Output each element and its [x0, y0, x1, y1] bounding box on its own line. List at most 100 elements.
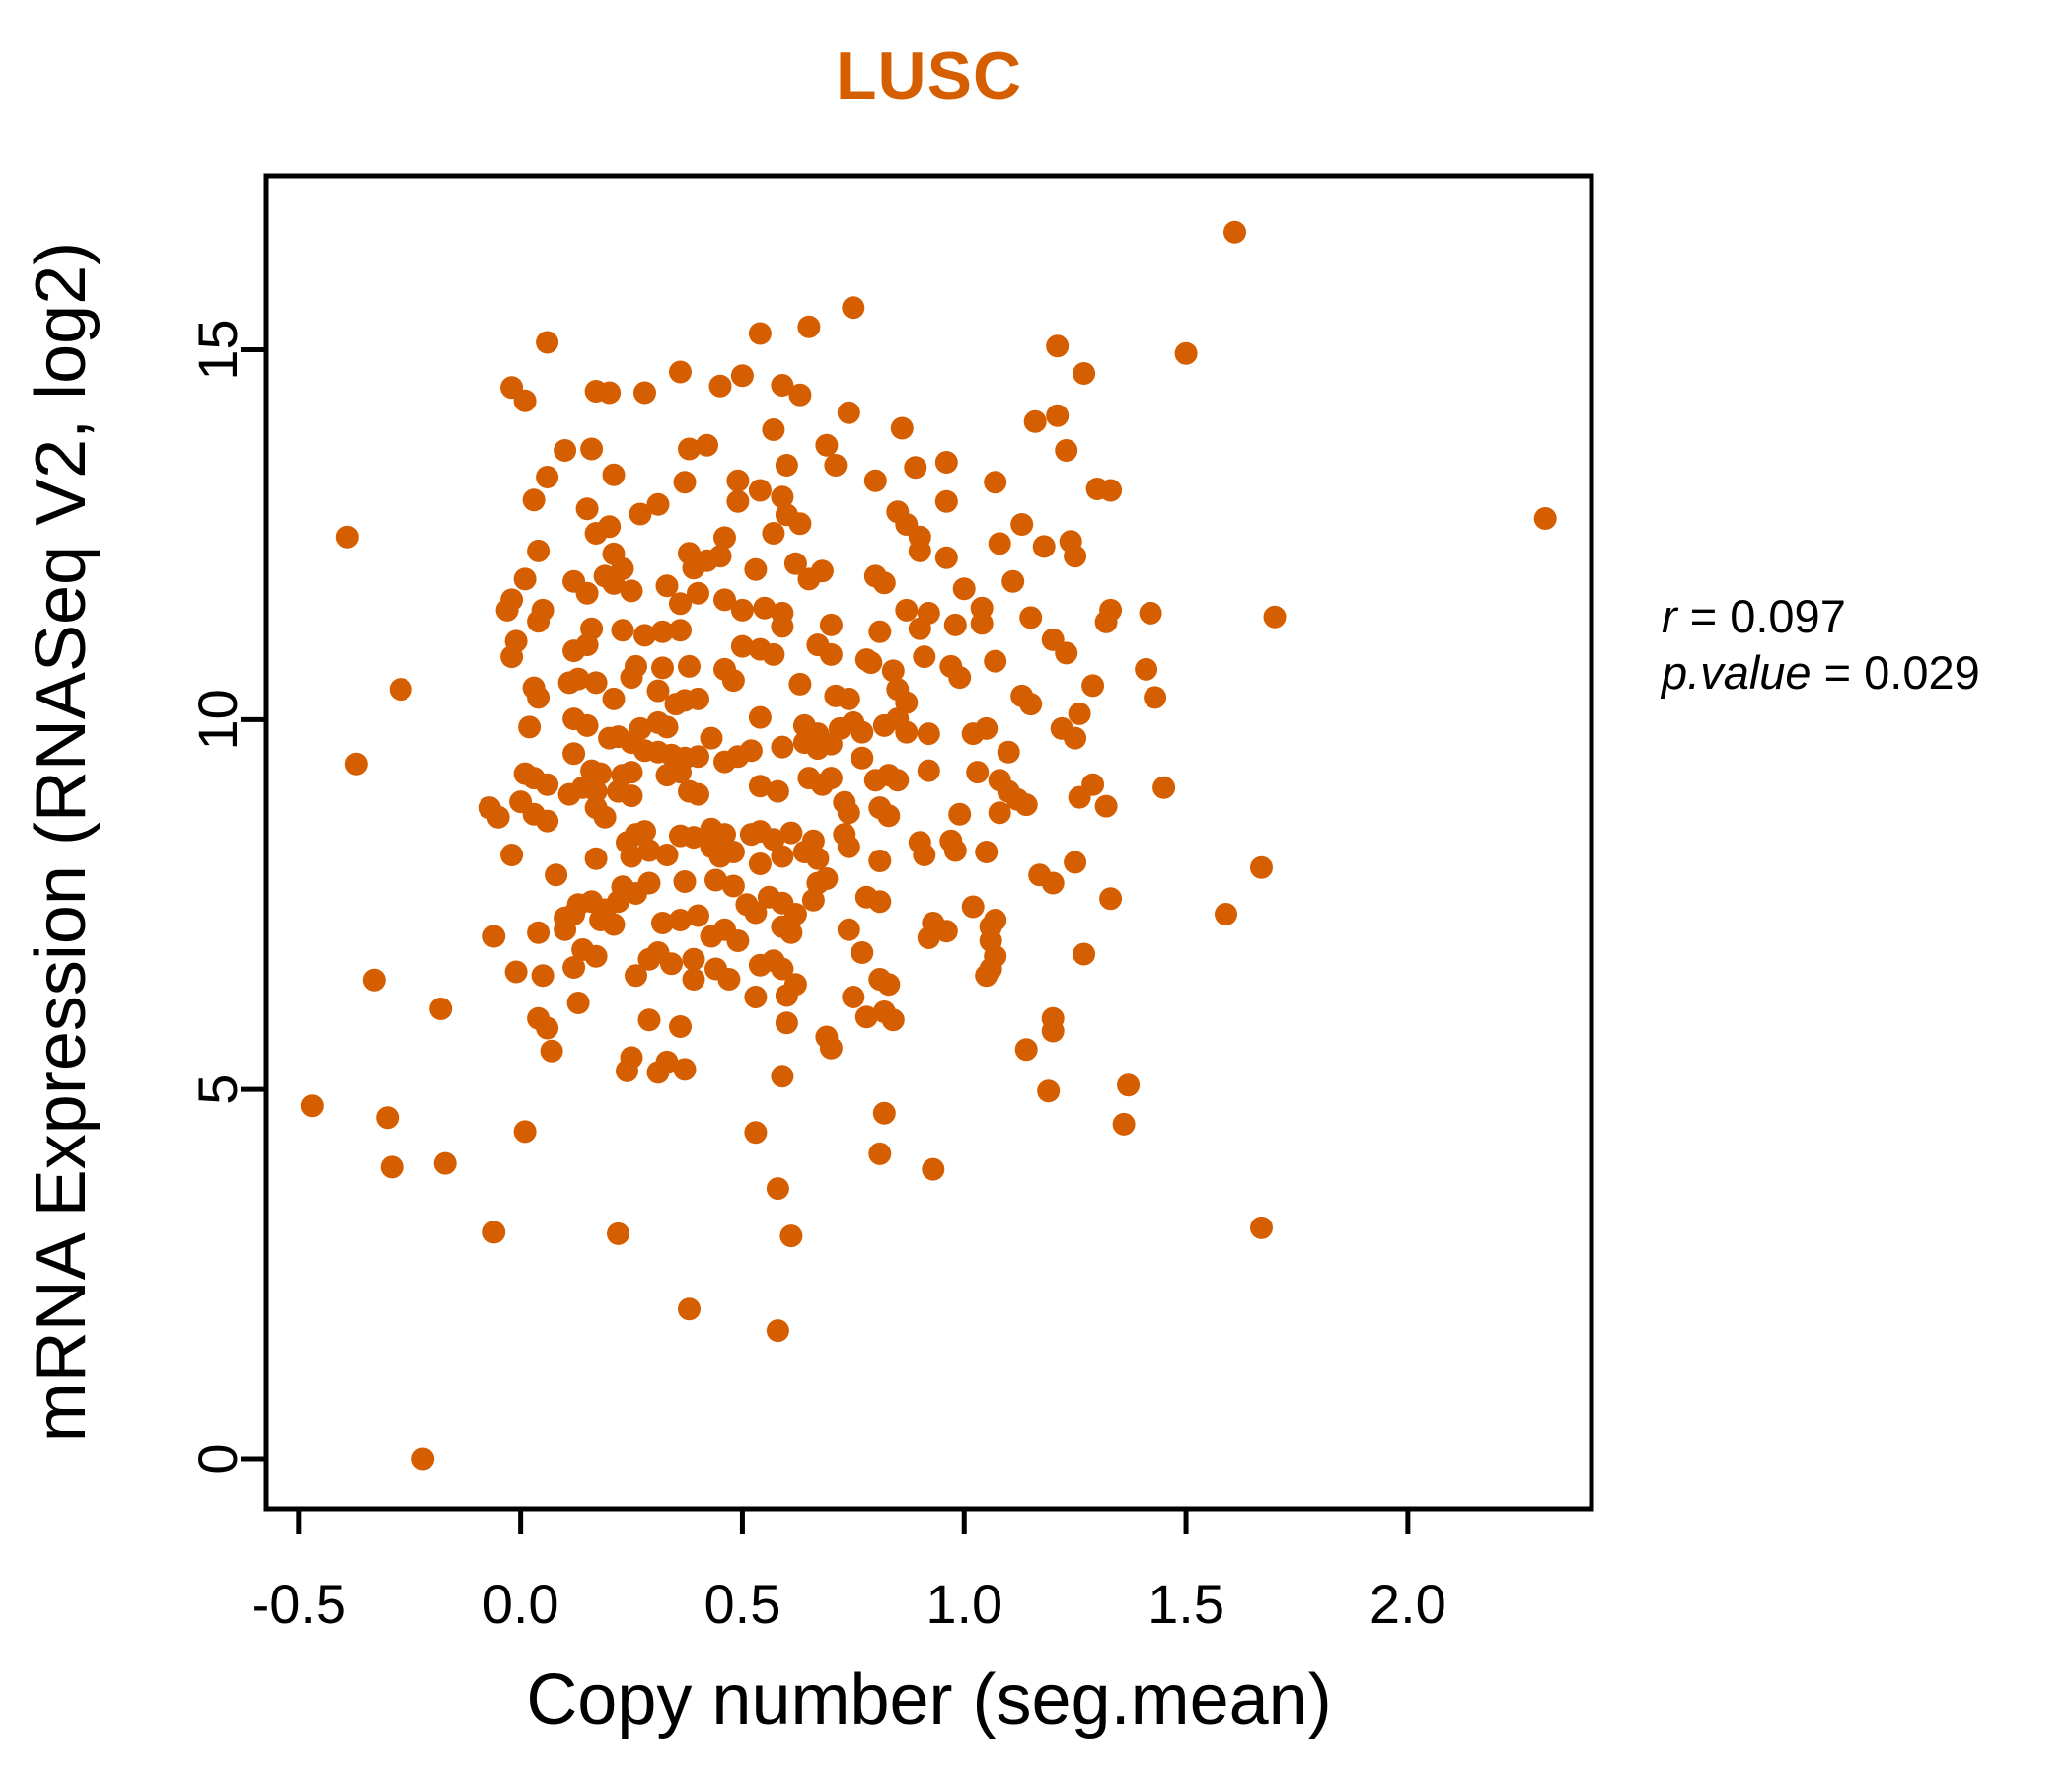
data-point	[744, 986, 768, 1008]
data-point	[837, 835, 860, 858]
data-point	[842, 986, 865, 1008]
data-point	[620, 761, 643, 784]
data-point	[651, 912, 674, 934]
data-point	[633, 381, 656, 405]
data-point	[1099, 887, 1123, 911]
x-tick-label: 1.5	[1147, 1573, 1224, 1635]
x-tick-label: -0.5	[252, 1573, 347, 1635]
data-point	[952, 577, 976, 601]
data-point	[863, 469, 887, 492]
data-point	[651, 620, 674, 643]
data-point	[730, 634, 754, 658]
data-point	[1250, 1216, 1273, 1239]
data-point	[771, 374, 794, 397]
y-tick-label: 0	[186, 1443, 249, 1474]
data-point	[655, 574, 679, 598]
data-point	[678, 1297, 701, 1321]
data-point	[872, 571, 896, 595]
data-point	[766, 1319, 789, 1343]
data-point	[713, 526, 736, 550]
data-point	[943, 613, 967, 636]
data-point	[527, 539, 551, 562]
r-stat-line: r = 0.097	[1662, 588, 1980, 644]
data-point	[837, 918, 860, 941]
data-point	[584, 779, 608, 803]
data-point	[554, 918, 577, 941]
data-point	[970, 612, 994, 635]
data-point	[1041, 871, 1065, 895]
data-point	[708, 374, 732, 398]
data-point	[934, 451, 958, 474]
data-point	[1144, 686, 1167, 709]
data-point	[429, 998, 453, 1020]
data-point	[682, 968, 705, 991]
data-point	[669, 909, 692, 931]
data-point	[797, 567, 821, 591]
data-point	[629, 502, 652, 526]
data-point	[1533, 507, 1557, 530]
data-point	[783, 552, 807, 575]
data-point	[744, 901, 768, 925]
data-point	[771, 957, 794, 981]
data-point	[500, 645, 524, 669]
y-tick-label: 15	[186, 319, 249, 380]
data-point	[575, 581, 599, 605]
data-point	[566, 667, 590, 691]
data-point	[1046, 404, 1070, 427]
data-point	[660, 952, 683, 976]
data-point	[527, 610, 551, 633]
data-point	[1019, 606, 1043, 629]
x-axis-label: Copy number (seg.mean)	[526, 1661, 1332, 1739]
data-point	[562, 956, 586, 979]
data-point	[540, 1039, 563, 1063]
data-point	[744, 1121, 768, 1145]
data-point	[495, 598, 519, 622]
data-point	[726, 469, 750, 492]
data-point	[895, 598, 919, 622]
data-point	[851, 720, 874, 744]
data-point	[513, 567, 537, 591]
data-point	[1023, 409, 1047, 433]
data-point	[696, 433, 718, 457]
data-point	[527, 921, 551, 944]
data-point	[837, 401, 860, 424]
data-point	[881, 659, 905, 683]
data-point	[646, 679, 670, 703]
data-point	[922, 1157, 945, 1181]
x-tick-label: 2.0	[1369, 1573, 1446, 1635]
data-point	[625, 964, 647, 988]
data-point	[433, 1151, 457, 1175]
data-point	[1019, 693, 1043, 716]
data-point	[975, 964, 999, 988]
data-point	[620, 845, 643, 868]
data-point	[708, 545, 732, 568]
data-point	[854, 1005, 878, 1029]
data-point	[819, 642, 843, 666]
data-point	[771, 845, 794, 868]
data-point	[545, 863, 568, 887]
data-point	[872, 1101, 896, 1125]
data-point	[868, 850, 892, 872]
data-point	[584, 671, 608, 695]
plot-border	[263, 173, 1594, 1512]
data-point	[486, 805, 510, 829]
data-point	[589, 762, 613, 785]
data-point	[988, 532, 1011, 555]
data-point	[1117, 1073, 1141, 1097]
data-point	[934, 920, 958, 943]
data-point	[797, 315, 821, 338]
x-tick-label: 0.5	[704, 1573, 781, 1635]
data-point	[673, 471, 697, 494]
data-point	[975, 716, 999, 740]
data-point	[1094, 610, 1118, 633]
chart-title: LUSC	[835, 38, 1023, 113]
data-point	[1037, 1079, 1061, 1103]
data-point	[775, 454, 798, 477]
data-point	[988, 801, 1011, 825]
data-point	[584, 847, 608, 870]
data-point	[721, 669, 745, 693]
data-point	[687, 687, 709, 710]
data-point	[713, 588, 736, 612]
data-point	[700, 726, 723, 750]
data-point	[779, 1224, 803, 1248]
